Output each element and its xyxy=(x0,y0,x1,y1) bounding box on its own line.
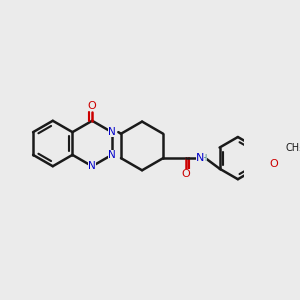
Text: N: N xyxy=(108,150,116,160)
Text: O: O xyxy=(88,101,97,111)
Text: N: N xyxy=(108,127,116,137)
Text: H: H xyxy=(201,154,207,163)
Text: N: N xyxy=(196,153,204,163)
Text: O: O xyxy=(182,169,190,179)
Text: N: N xyxy=(88,161,96,171)
Text: CH₃: CH₃ xyxy=(285,142,300,153)
Text: O: O xyxy=(270,159,278,169)
